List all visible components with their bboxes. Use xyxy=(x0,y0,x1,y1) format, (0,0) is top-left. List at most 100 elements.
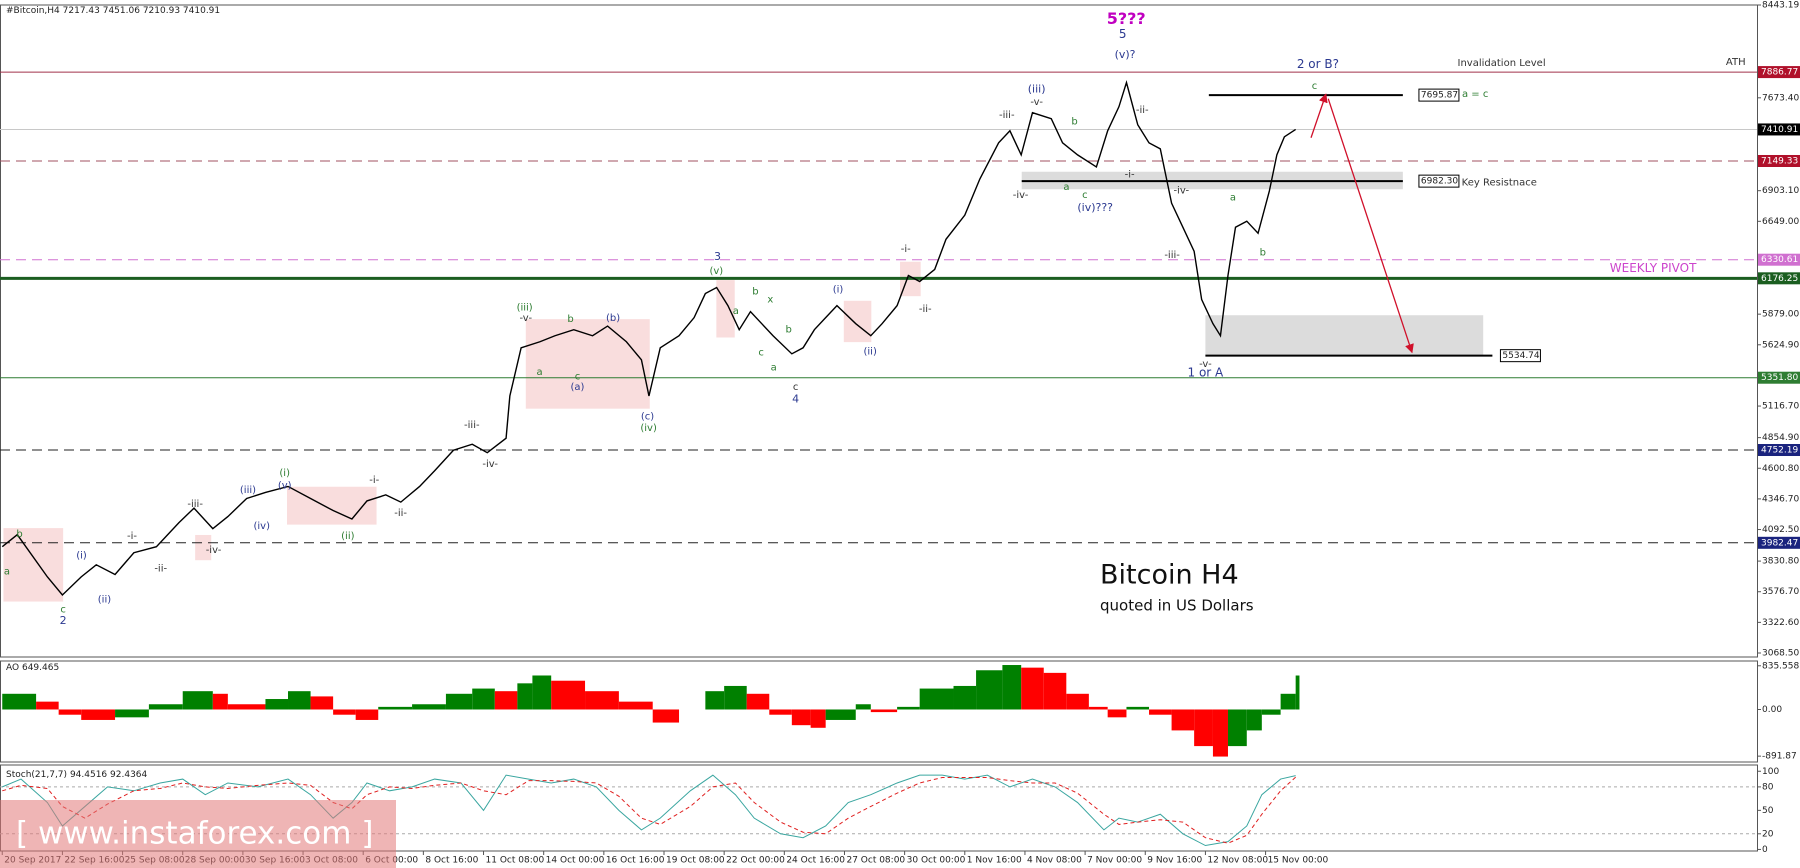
wave-label: 1 or A xyxy=(1188,366,1225,380)
ao-bar xyxy=(288,691,311,710)
ao-bar xyxy=(472,688,495,710)
wave-label: a xyxy=(771,362,777,373)
ao-bar xyxy=(870,709,898,713)
y-tick-label: 835.558 xyxy=(1762,661,1799,671)
level-label: 5351.80 xyxy=(1761,373,1798,383)
ao-last: 649.465 xyxy=(22,663,59,673)
ao-bar xyxy=(445,693,473,710)
y-tick-label: 80 xyxy=(1762,782,1774,792)
low: 7210.93 xyxy=(143,6,180,16)
ao-bar xyxy=(1021,667,1044,710)
target-label: 6982.30 xyxy=(1421,177,1458,187)
wave-label: 2 xyxy=(60,614,67,627)
open: 7217.43 xyxy=(63,6,100,16)
ao-bar xyxy=(791,709,811,726)
ao-bar xyxy=(36,701,59,710)
x-tick-label: 11 Oct 08:00 xyxy=(486,856,545,866)
y-tick-label: 3830.80 xyxy=(1762,557,1799,567)
wave-label: a xyxy=(1063,182,1069,193)
wave-label: (iii) xyxy=(517,303,533,314)
ao-bar xyxy=(494,691,518,710)
y-tick-label: 5116.70 xyxy=(1762,402,1799,412)
stoch-line xyxy=(2,776,1296,844)
wave-label: -iii- xyxy=(999,110,1015,121)
wave-label: (v)? xyxy=(1115,48,1136,61)
wave-label: (ii) xyxy=(341,531,354,542)
ao-bar xyxy=(724,685,747,710)
wave-label: -iii- xyxy=(464,420,480,431)
ao-bar xyxy=(333,709,356,715)
wave-box xyxy=(3,528,64,602)
level-label: 3982.47 xyxy=(1761,538,1798,548)
x-tick-label: 24 Oct 16:00 xyxy=(786,856,845,866)
wave-label: -iv- xyxy=(1013,190,1029,201)
wave-label: -v- xyxy=(1199,359,1212,370)
wave-label: c xyxy=(1082,190,1088,201)
y-tick-label: 0 xyxy=(1762,845,1768,855)
level-box xyxy=(1758,536,1800,549)
x-tick-label: 7 Nov 00:00 xyxy=(1087,856,1142,866)
ao-bar xyxy=(227,704,266,710)
wave-label: (iv) xyxy=(640,423,657,434)
ao-bar xyxy=(769,709,792,715)
wave-box xyxy=(843,300,872,343)
x-tick-label: 4 Nov 08:00 xyxy=(1027,856,1082,866)
ao-bar xyxy=(810,709,826,728)
ao-bar xyxy=(1246,709,1262,731)
wave-label: a xyxy=(733,306,739,317)
high: 7451.06 xyxy=(103,6,140,16)
y-tick-label: 6649.00 xyxy=(1762,217,1799,227)
x-tick-label: 30 Oct 00:00 xyxy=(907,856,966,866)
y-tick-label: 4854.90 xyxy=(1762,433,1799,443)
target-box xyxy=(1499,349,1541,363)
ao-bar xyxy=(618,701,653,710)
ao-bar xyxy=(148,704,183,710)
target-label: 5534.74 xyxy=(1502,351,1539,361)
ao-bar xyxy=(855,704,871,710)
wave-label: -iii- xyxy=(187,499,203,510)
y-tick-label: 20 xyxy=(1762,829,1774,839)
ao-bar xyxy=(1002,665,1022,710)
wave-label: 2 or B? xyxy=(1297,57,1339,71)
ao-bar xyxy=(58,709,82,715)
y-tick-label: 100 xyxy=(1762,767,1779,777)
ao-bar xyxy=(1227,709,1247,747)
ao-bar xyxy=(1295,675,1300,710)
price-line xyxy=(1,80,1297,596)
wave-label: (ii) xyxy=(98,594,111,605)
wave-label: 3 xyxy=(714,250,721,263)
wave-box xyxy=(195,534,212,561)
wave-label: c xyxy=(1312,81,1318,92)
wave-label: a xyxy=(1230,192,1236,203)
wave-label: c xyxy=(793,382,799,393)
wave-label: c xyxy=(575,372,581,383)
wave-label: (ii) xyxy=(864,346,877,357)
ao-bar xyxy=(1066,693,1089,710)
y-tick-label: 8443.19 xyxy=(1762,1,1799,11)
wave-label: a = c xyxy=(1462,89,1488,100)
y-tick-label: 4092.50 xyxy=(1762,525,1799,535)
ao-bar xyxy=(746,693,770,710)
wave-label: -ii- xyxy=(919,304,932,315)
level-box xyxy=(1758,272,1800,285)
x-tick-label: 15 Nov 00:00 xyxy=(1268,856,1329,866)
wave-label: -ii- xyxy=(394,508,407,519)
x-tick-label: 12 Nov 08:00 xyxy=(1207,856,1268,866)
wave-label: (i) xyxy=(279,468,290,479)
wave-label: Key Resistnace xyxy=(1462,178,1537,189)
ao-bar xyxy=(897,706,920,710)
target-label: 7695.87 xyxy=(1421,91,1458,101)
ao-bar xyxy=(705,691,725,710)
wave-label: a xyxy=(4,567,10,578)
wave-label: -iv- xyxy=(482,459,498,470)
y-tick-label: 4346.70 xyxy=(1762,494,1799,504)
y-tick-label: 3068.50 xyxy=(1762,649,1799,659)
chart-subtitle: quoted in US Dollars xyxy=(1100,597,1254,615)
ao-bar xyxy=(1126,706,1150,710)
level-label: 4752.19 xyxy=(1761,446,1798,456)
ao-bar xyxy=(310,696,334,710)
level-box xyxy=(1758,444,1800,457)
wave-label: -v- xyxy=(519,313,532,324)
x-tick-label: 1 Nov 16:00 xyxy=(967,856,1022,866)
